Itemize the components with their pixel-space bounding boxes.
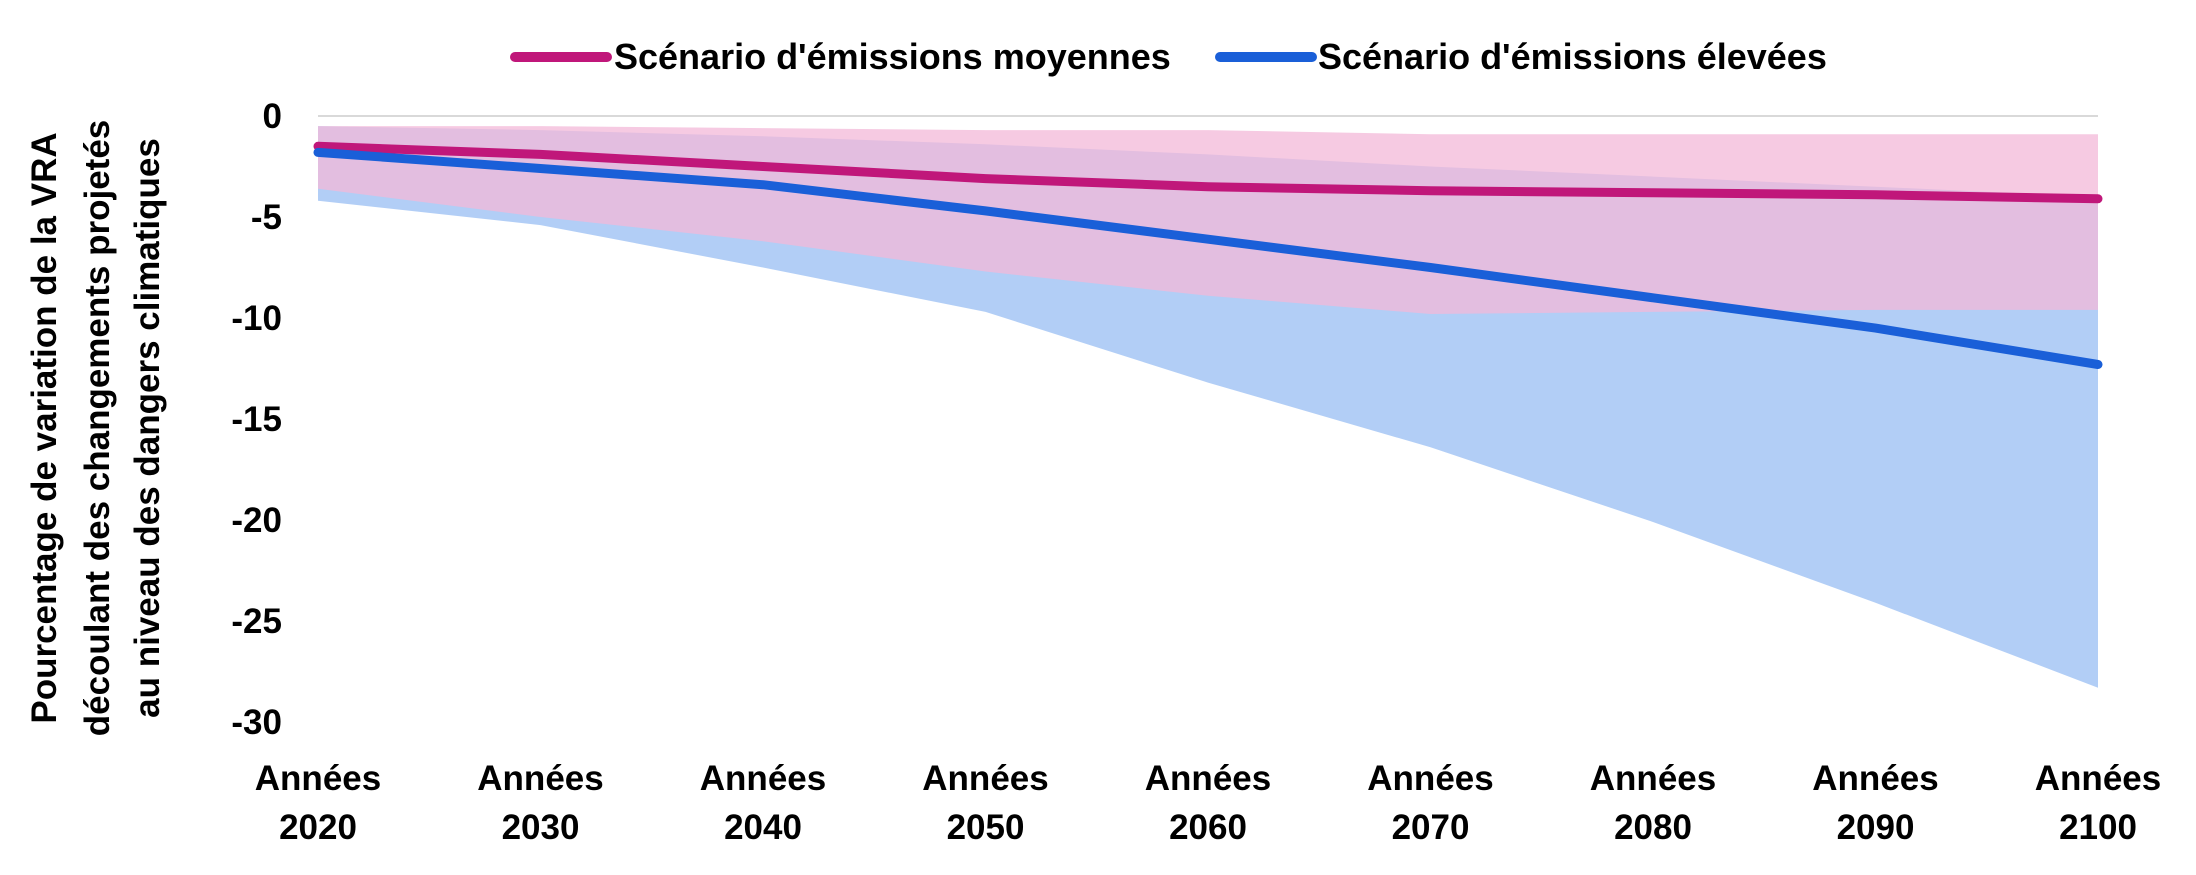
legend-label-elevees: Scénario d'émissions élevées	[1318, 36, 1827, 77]
legend: Scénario d'émissions moyennes Scénario d'…	[515, 36, 1827, 77]
y-axis-label-line-1: Pourcentage de variation de la VRA	[25, 132, 64, 723]
y-axis-label-line-2: découlant des changements projetés	[78, 120, 117, 737]
y-tick-label: -20	[231, 501, 282, 540]
y-tick-label: -30	[231, 703, 282, 742]
y-tick-label: 0	[263, 97, 282, 136]
y-tick-label: -10	[231, 299, 282, 338]
y-axis-label-line-3: au niveau des dangers climatiques	[128, 138, 167, 718]
y-tick-label: -25	[231, 602, 282, 641]
y-tick-label: -15	[231, 400, 282, 439]
y-tick-label: -5	[251, 198, 282, 237]
y-axis: 0 -5 -10 -15 -20 -25 -30	[231, 97, 282, 742]
legend-label-moyennes: Scénario d'émissions moyennes	[614, 36, 1171, 77]
uncertainty-bands	[318, 116, 2098, 688]
y-axis-label: Pourcentage de variation de la VRA décou…	[25, 120, 167, 737]
